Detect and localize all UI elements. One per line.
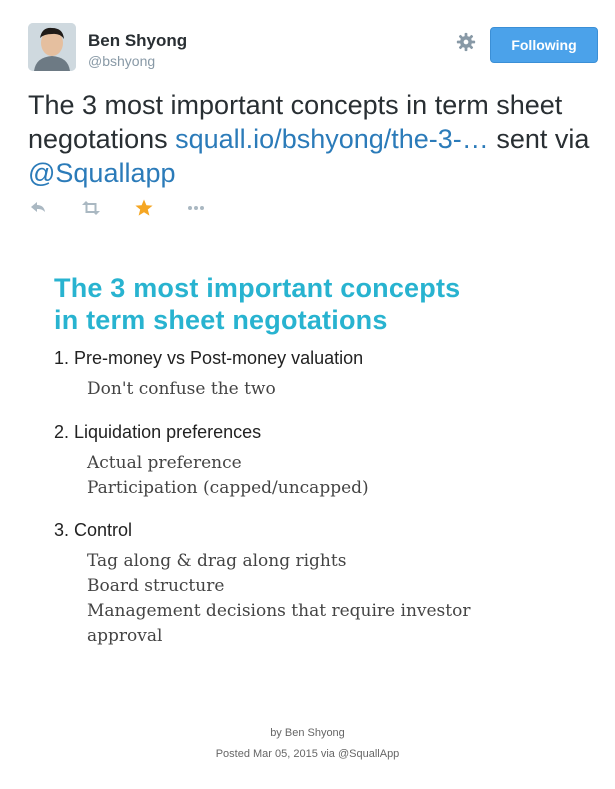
list-item: Management decisions that require invest… bbox=[87, 601, 471, 621]
card-title-line1: The 3 most important concepts bbox=[54, 273, 461, 303]
star-icon[interactable] bbox=[133, 197, 155, 219]
avatar-photo bbox=[28, 23, 76, 71]
list-item: Actual preference bbox=[87, 453, 242, 473]
more-icon[interactable] bbox=[185, 197, 207, 219]
section-list: Don't confuse the two bbox=[87, 377, 527, 402]
gear-icon[interactable] bbox=[455, 31, 477, 53]
retweet-icon[interactable] bbox=[80, 197, 102, 219]
tweet-actions bbox=[28, 197, 228, 219]
card-footer-author: by Ben Shyong bbox=[270, 727, 345, 739]
list-item: Board structure bbox=[87, 576, 225, 596]
tweet-card-image[interactable]: The 3 most important concepts in term sh… bbox=[28, 250, 598, 780]
section-heading: 2. Liquidation preferences bbox=[54, 422, 262, 442]
author-name[interactable]: Ben Shyong bbox=[88, 31, 188, 50]
section-list: Tag along & drag along rights Board stru… bbox=[87, 549, 527, 649]
card-title-line2: in term sheet negotations bbox=[54, 305, 388, 335]
tweet-link[interactable]: squall.io/bshyong/the-3-… bbox=[175, 124, 489, 154]
following-button[interactable]: Following bbox=[490, 27, 598, 63]
card-footer-posted: Posted Mar 05, 2015 via @SquallApp bbox=[215, 748, 400, 760]
section-heading: 1. Pre-money vs Post-money valuation bbox=[54, 348, 364, 368]
author-handle[interactable]: @bshyong bbox=[88, 53, 156, 69]
list-item: approval bbox=[87, 626, 163, 646]
list-item: Tag along & drag along rights bbox=[87, 551, 347, 571]
list-item: Don't confuse the two bbox=[87, 379, 276, 399]
section-heading: 3. Control bbox=[54, 520, 133, 540]
reply-icon[interactable] bbox=[28, 197, 50, 219]
tweet-text-start: The 3 most important concepts in term sh… bbox=[28, 90, 563, 154]
avatar[interactable] bbox=[28, 23, 76, 71]
tweet-text: The 3 most important concepts in term sh… bbox=[28, 88, 608, 190]
list-item: Participation (capped/uncapped) bbox=[87, 478, 369, 498]
section-list: Actual preference Participation (capped/… bbox=[87, 451, 527, 501]
tweet-text-via: sent via bbox=[488, 124, 590, 154]
card-title: The 3 most important concepts in term sh… bbox=[54, 272, 534, 336]
tweet-mention[interactable]: @Squallapp bbox=[28, 158, 176, 188]
